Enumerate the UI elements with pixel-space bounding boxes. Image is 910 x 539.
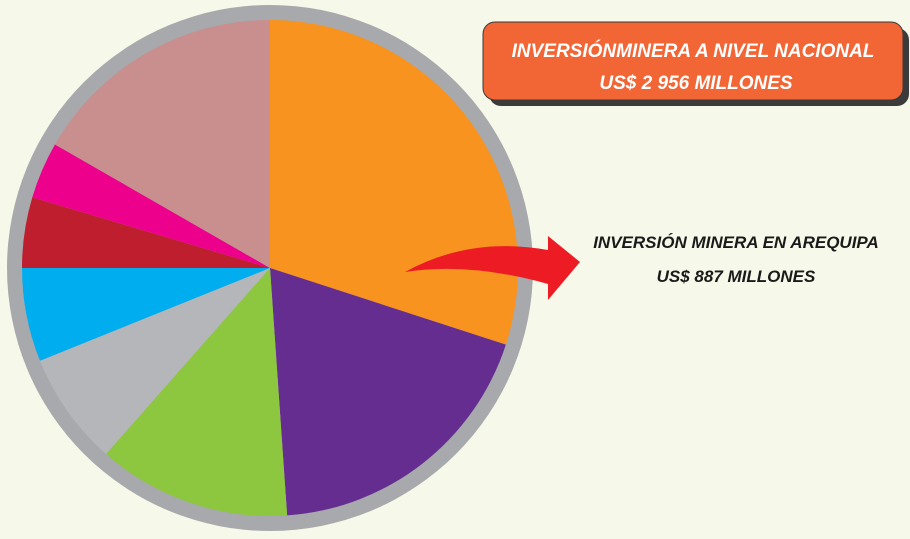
annotation: INVERSIÓN MINERA EN AREQUIPA [593,233,879,252]
pie-slice [39,268,270,455]
pie [22,20,518,516]
subtitle: US$ 2 956 MILLONES [599,73,793,94]
pie-slice [270,268,506,516]
annotation: US$ 887 MILLONES [657,267,816,286]
pie-slice [22,197,270,268]
pie-slice [54,20,271,268]
pie-slice [105,268,288,516]
pie-slice [22,268,270,361]
title: INVERSIÓNMINERA A NIVEL NACIONAL [512,40,875,62]
title-box [482,21,904,101]
pie-slice [32,144,271,268]
arrow [405,236,580,300]
